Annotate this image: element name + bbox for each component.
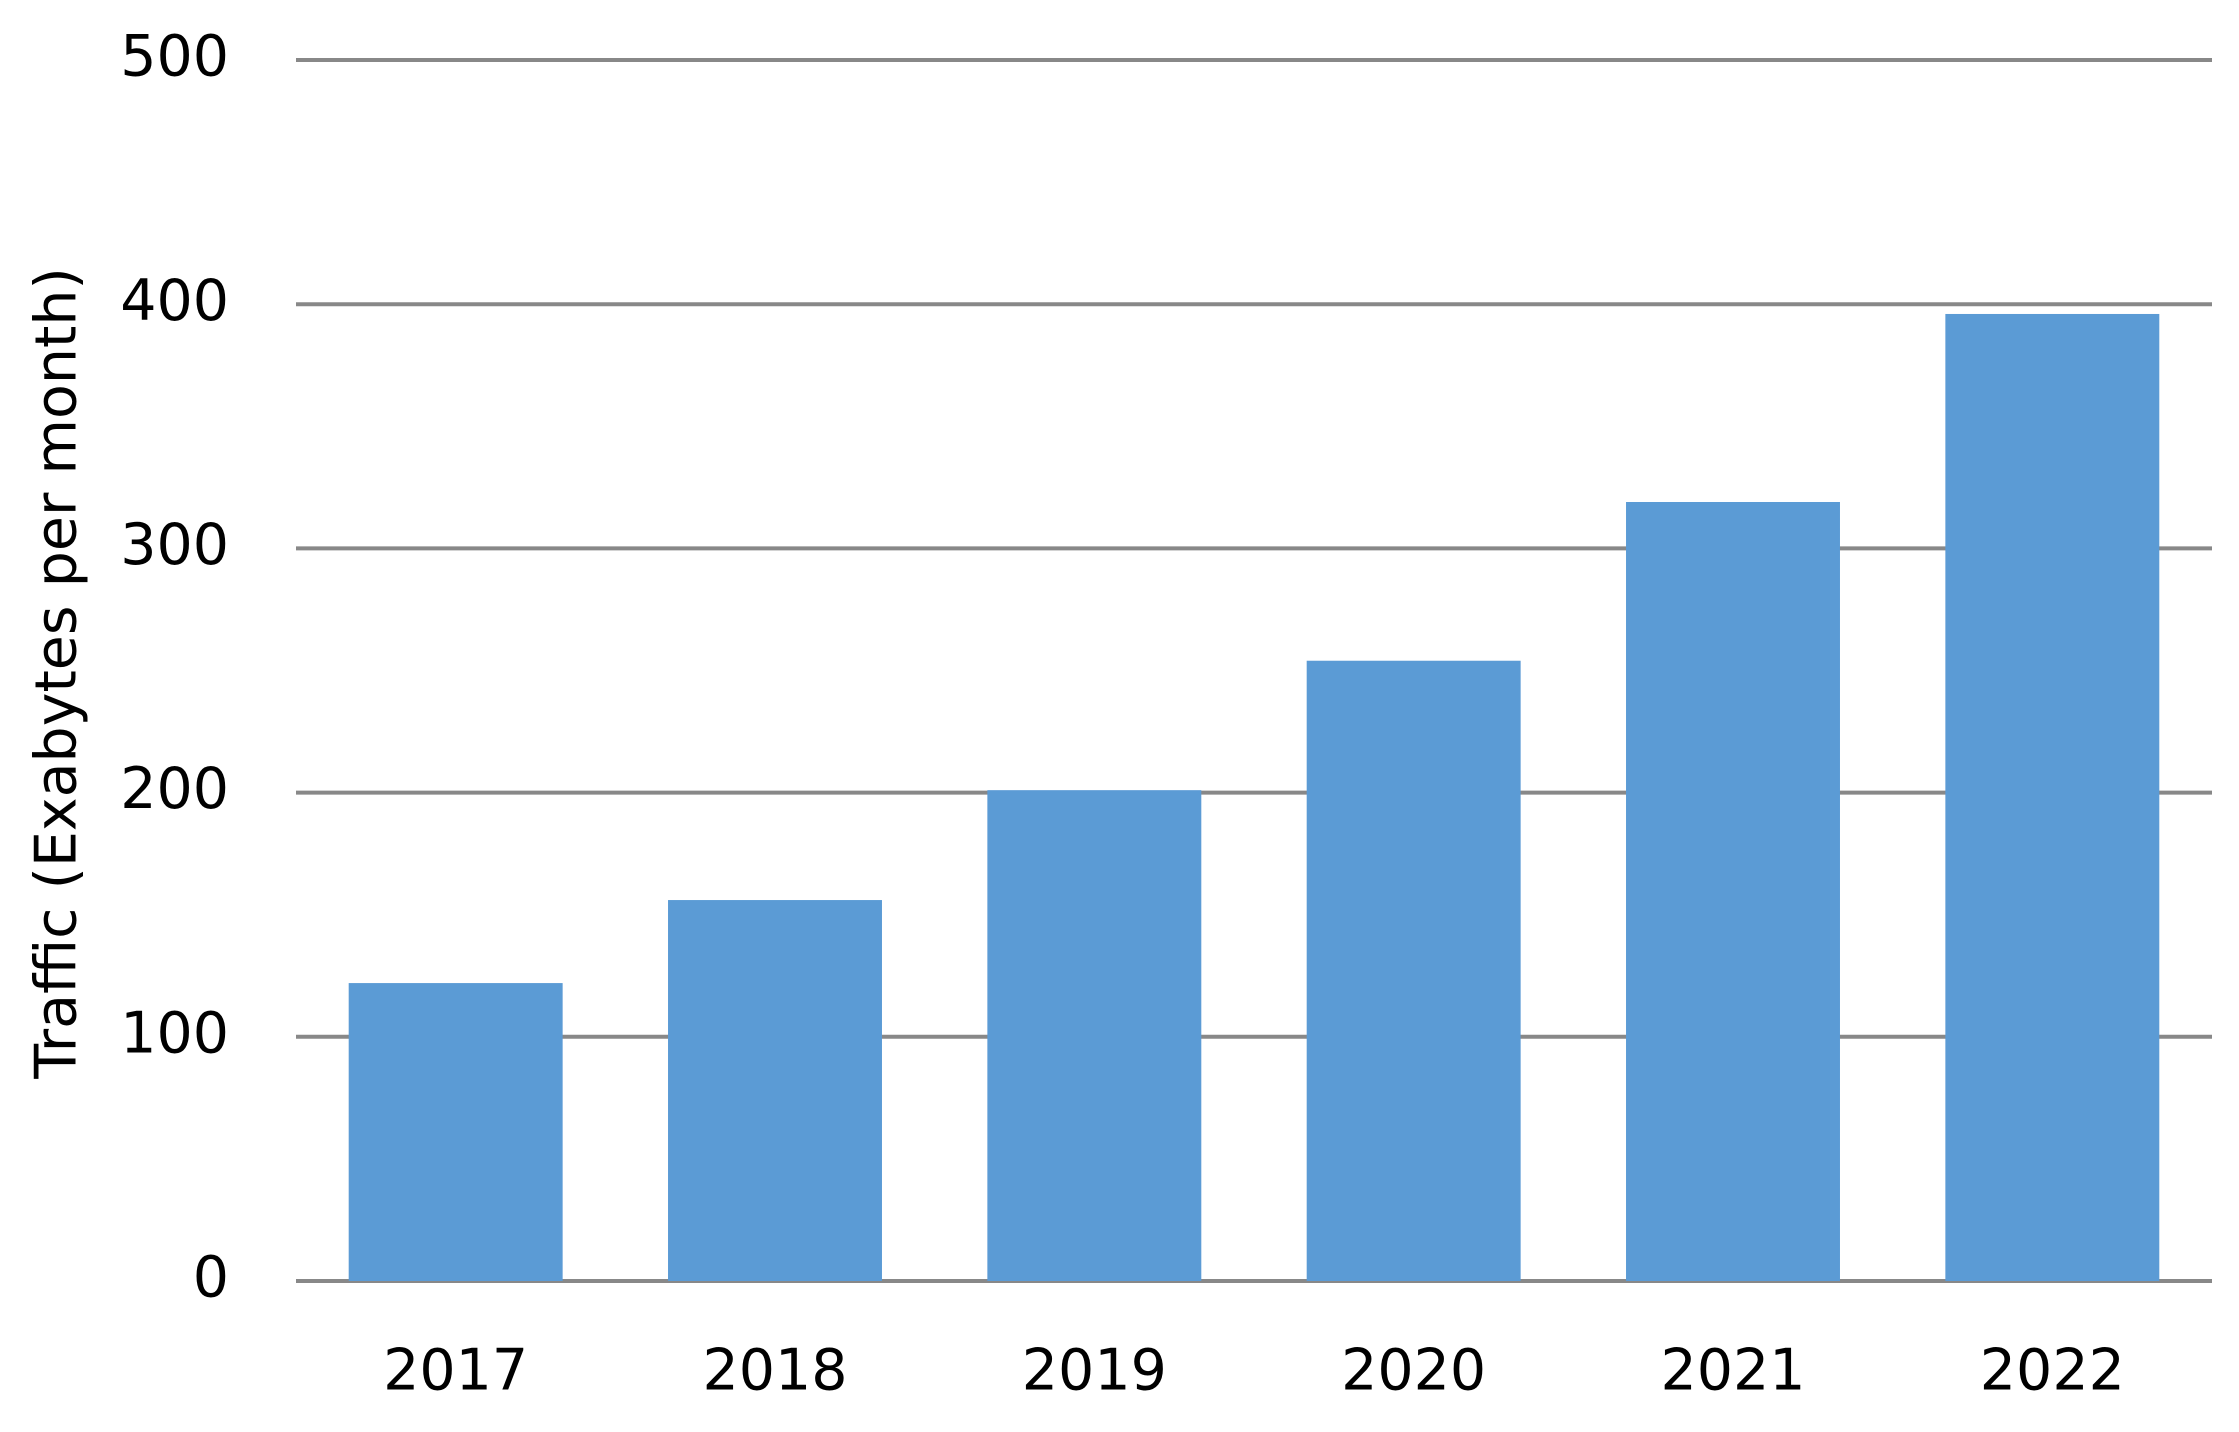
bar xyxy=(348,983,563,1281)
bar xyxy=(987,790,1202,1281)
x-tick-label: 2017 xyxy=(383,1338,528,1404)
x-tick-label: 2022 xyxy=(1980,1338,2125,1404)
x-tick-label: 2020 xyxy=(1341,1338,1486,1404)
x-tick-label: 2018 xyxy=(702,1338,847,1404)
y-tick-label: 500 xyxy=(120,24,229,90)
bar xyxy=(668,900,882,1281)
x-tick-label: 2021 xyxy=(1660,1338,1805,1404)
bar xyxy=(1945,313,2160,1281)
y-tick-label: 200 xyxy=(120,756,229,822)
y-axis-title: Traffic (Exabytes per month) xyxy=(24,267,90,1079)
bar xyxy=(1306,660,1521,1281)
y-tick-label: 0 xyxy=(193,1245,229,1311)
y-tick-label: 300 xyxy=(120,512,229,578)
y-tick-label: 100 xyxy=(120,1000,229,1066)
bar xyxy=(1626,502,1840,1281)
y-tick-label: 400 xyxy=(120,268,229,334)
x-tick-label: 2019 xyxy=(1022,1338,1167,1404)
